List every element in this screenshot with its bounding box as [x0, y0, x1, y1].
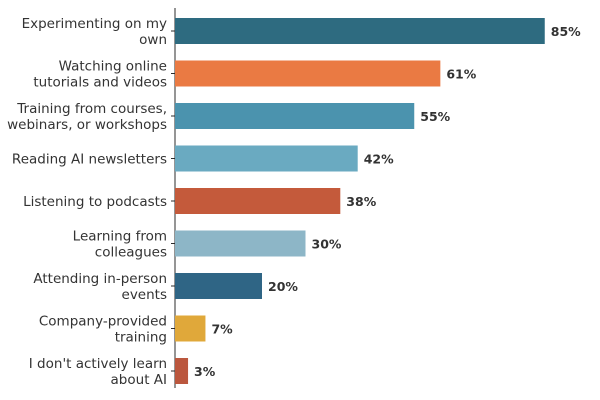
value-label: 55%	[420, 109, 450, 124]
category-label: Experimenting on my own	[22, 16, 167, 48]
value-label: 20%	[268, 279, 298, 294]
value-label: 30%	[312, 237, 342, 252]
bar	[175, 145, 358, 172]
category-label: Training from courses, webinars, or works…	[7, 101, 167, 133]
y-axis-ticks	[171, 30, 175, 372]
category-label: Learning from colleagues	[73, 229, 167, 261]
value-label: 7%	[211, 322, 233, 337]
value-label: 3%	[194, 364, 216, 379]
bar	[175, 103, 415, 129]
value-label: 61%	[446, 67, 476, 82]
bar	[175, 230, 306, 257]
value-label: 38%	[346, 194, 376, 209]
category-label: Attending in-person events	[33, 271, 167, 303]
category-label: Watching online tutorials and videos	[33, 59, 167, 91]
bar	[175, 188, 341, 214]
bars	[175, 18, 545, 384]
bar	[175, 315, 206, 342]
value-label: 42%	[364, 152, 394, 167]
category-labels: Experimenting on my own Watching online tut…	[7, 16, 167, 388]
bar	[175, 358, 189, 384]
value-label: 85%	[551, 24, 581, 39]
value-labels: 85% 61% 55% 42% 38% 30% 20% 7% 3%	[194, 24, 581, 379]
bar	[175, 60, 441, 87]
category-label: Company-provided training	[39, 314, 167, 346]
bar	[175, 18, 545, 44]
category-label: I don't actively learn about AI	[29, 356, 167, 388]
bar	[175, 273, 262, 299]
category-label: Reading AI newsletters	[12, 152, 167, 168]
category-label: Listening to podcasts	[23, 194, 167, 210]
